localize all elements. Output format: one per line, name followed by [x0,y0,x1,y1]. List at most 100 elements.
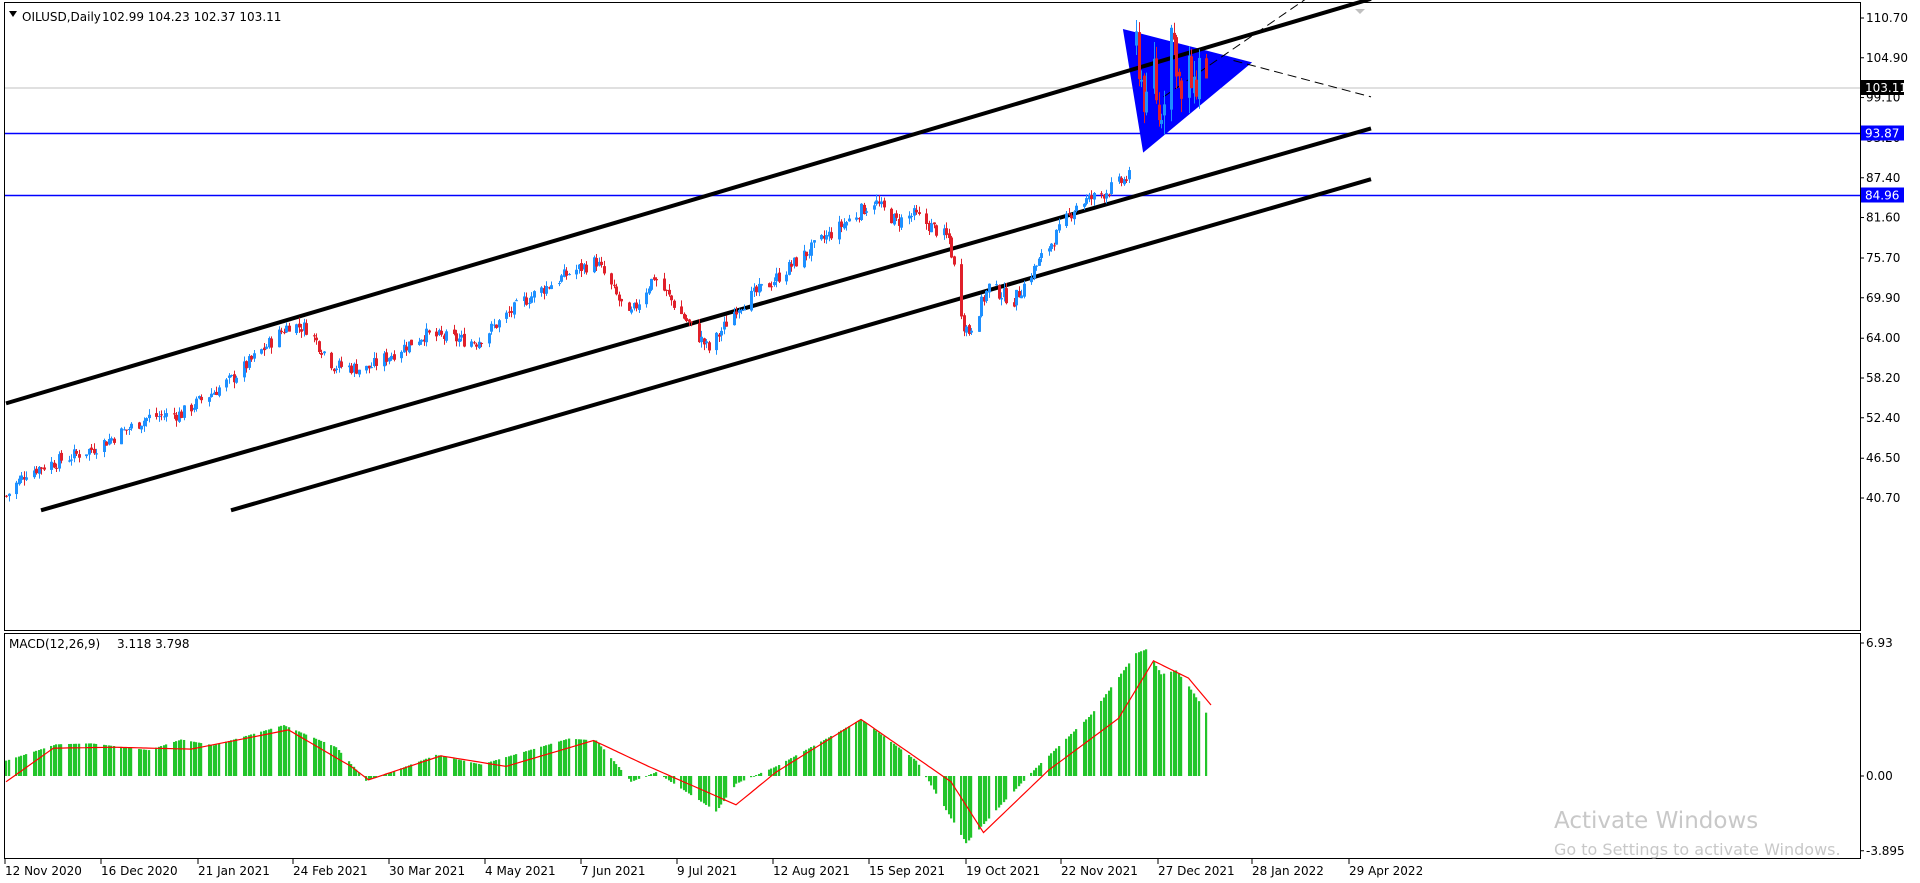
candle [1058,218,1061,233]
candle [708,340,711,354]
macd-bar [130,748,133,776]
candle [1050,242,1053,252]
activate-windows-subtitle: Go to Settings to activate Windows. [1554,840,1841,859]
candle-body [545,286,548,294]
macd-bar [845,727,848,776]
candle-body [900,217,903,228]
macd-bar [423,759,426,776]
macd-bar [838,731,841,776]
macd-bar [320,740,323,776]
macd-bar [1000,776,1003,805]
candle [283,328,286,335]
candle-body [645,292,648,305]
candle-body [1153,58,1156,89]
macd-bar [420,760,423,776]
candle-body [925,213,928,224]
candle [703,337,706,351]
scroll-marker-icon[interactable] [1355,9,1365,14]
channel-line-0[interactable] [5,0,1372,406]
candle [840,219,843,233]
channel-line-2[interactable] [230,177,1372,513]
macd-bar [110,745,113,776]
candle [75,448,78,456]
macd-bar [1118,677,1121,776]
macd-bar [493,760,496,776]
macd-bar [978,776,981,830]
macd-bar [755,775,758,776]
candle-body [580,263,583,271]
main-chart-frame[interactable] [4,2,1861,631]
macd-bar [350,764,353,776]
candle [410,339,413,346]
candle-body [735,311,738,315]
candle [893,213,896,226]
macd-bar [1193,693,1196,776]
candle-body [825,235,828,240]
candle [440,325,443,337]
candle [175,411,178,427]
macd-bar [1120,673,1123,776]
candle [600,256,603,268]
price-tick-label: 40.70 [1866,491,1900,505]
macd-signal-line [5,660,1212,834]
trend-channel[interactable] [5,0,1372,513]
price-axis: 110.70104.9099.1093.2087.4081.6075.7069.… [1860,11,1908,505]
candle-body [1020,295,1023,299]
level-label-box [1861,187,1904,203]
candle-body [260,349,263,354]
candle-body [348,365,351,368]
macd-bar [18,756,21,776]
current-price-box [1861,80,1904,95]
candle [700,330,703,348]
candle [1053,242,1056,251]
candle-body [180,411,183,418]
candle [140,425,143,434]
candle-body [738,309,741,313]
dashed-line-1[interactable] [1233,60,1372,98]
macd-bar [298,731,301,776]
candle-body [1068,213,1071,215]
macd-bar [715,776,718,812]
macd-bar [788,759,791,776]
candle [598,257,601,267]
candle [1128,166,1131,183]
candle [970,328,973,336]
macd-bar [388,773,391,776]
candle [50,457,53,475]
macd-bar [340,752,343,776]
candle-body [1055,229,1058,245]
candle [443,333,446,345]
candle [1048,246,1051,256]
macd-bar [195,742,198,776]
macd-bar [915,760,918,776]
candle [668,284,671,297]
candle-body [575,269,578,275]
candle [70,454,73,466]
triangle-down-icon[interactable] [9,11,17,17]
candle [513,301,516,319]
candle [1123,176,1126,186]
candle-body [285,325,288,333]
channel-line-1[interactable] [40,126,1372,513]
candle-body [963,315,966,332]
candle [210,388,213,398]
macd-bar [663,776,666,778]
candle [128,426,131,435]
price-tick-label: 104.90 [1866,51,1908,65]
candle [1055,229,1058,245]
candle-body [155,413,158,417]
candle-body [428,330,431,333]
candle [375,352,378,371]
candle [295,323,298,335]
candle-body [318,341,321,353]
candle-body [208,397,211,402]
macd-bar [758,773,761,776]
candle-body [953,256,956,265]
candle-body [68,460,71,462]
candle [53,459,56,469]
price-tick-label: 110.70 [1866,11,1908,25]
macd-bar [368,776,371,780]
time-tick-label: 24 Feb 2021 [293,864,368,878]
candle [265,343,268,350]
